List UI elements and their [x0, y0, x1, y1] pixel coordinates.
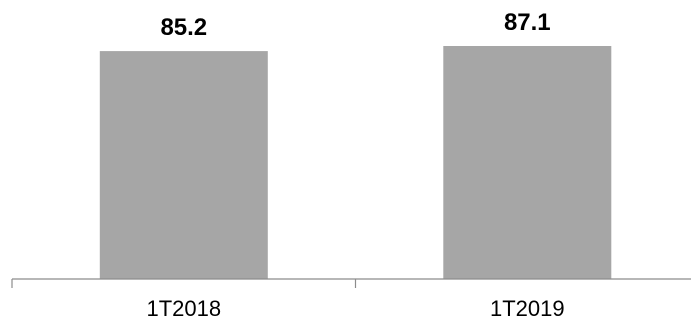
bar-1T2019	[443, 46, 612, 279]
x-tick-label-1T2018: 1T2018	[146, 296, 221, 321]
x-axis	[11, 278, 691, 288]
bar-series	[99, 46, 612, 279]
data-label-1T2019: 87.1	[504, 9, 551, 36]
data-label-1T2018: 85.2	[160, 14, 207, 41]
bar-1T2018	[99, 51, 268, 279]
x-tick-labels: 1T2018 1T2019	[146, 296, 564, 321]
x-tick-label-1T2019: 1T2019	[490, 296, 565, 321]
data-labels: 85.2 87.1	[160, 9, 550, 41]
